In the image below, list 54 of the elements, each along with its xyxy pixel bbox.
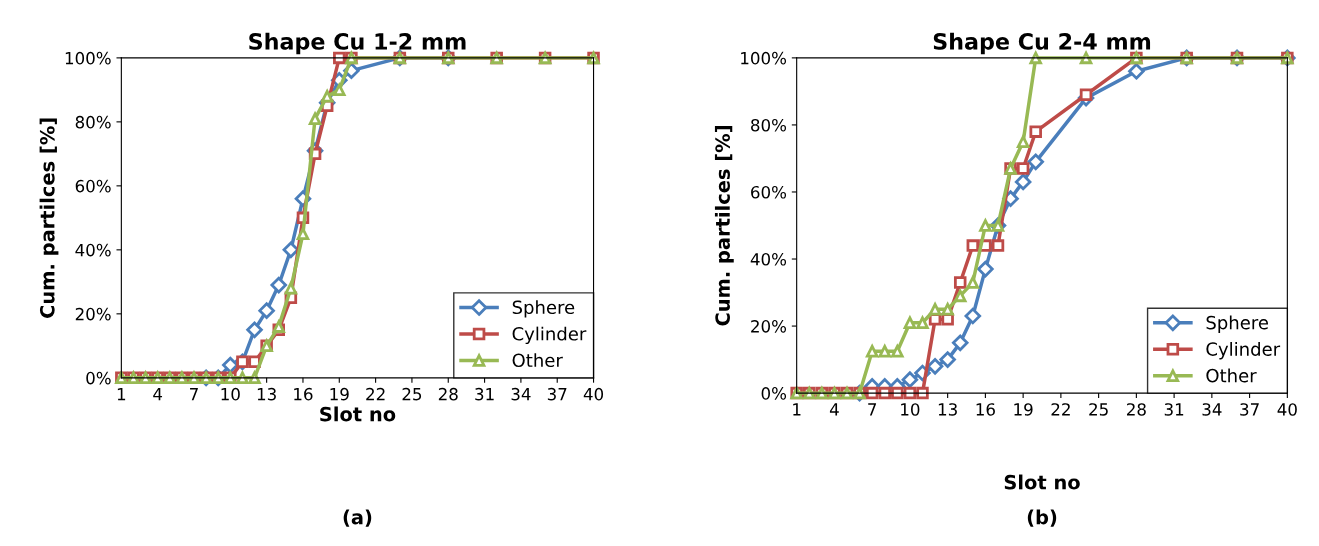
x-tick-label: 31 xyxy=(1164,403,1184,416)
y-axis-title: Cum. partilces [%] xyxy=(714,126,734,326)
legend-label: Cylinder xyxy=(512,326,587,345)
y-tick-label: 0% xyxy=(761,387,787,400)
y-tick-label: 60% xyxy=(75,179,111,193)
y-tick-label: 80% xyxy=(75,115,111,129)
x-tick-label: 10 xyxy=(901,403,920,416)
x-tick-label: 16 xyxy=(976,403,995,416)
y-tick-label: 20% xyxy=(75,307,111,321)
x-tick-label: 25 xyxy=(1089,403,1108,416)
x-tick-label: 13 xyxy=(938,403,957,416)
legend-label: Other xyxy=(512,353,563,368)
y-tick-label: 40% xyxy=(75,243,111,257)
x-tick-label: 34 xyxy=(1202,403,1222,416)
chart-title: Shape Cu 1-2 mm xyxy=(249,32,466,55)
x-tick-label: 40 xyxy=(1277,403,1297,416)
x-tick-label: 7 xyxy=(868,403,877,416)
x-axis-title: Slot no xyxy=(320,406,396,422)
y-tick-label: 80% xyxy=(751,118,787,132)
x-tick-label: 22 xyxy=(366,387,385,401)
x-tick-label: 16 xyxy=(294,387,313,401)
y-tick-label: 40% xyxy=(750,252,787,266)
chart-title: Shape Cu 2-4 mm xyxy=(933,32,1151,55)
x-tick-label: 31 xyxy=(475,387,494,401)
x-tick-label: 1 xyxy=(117,388,126,401)
legend-label: Sphere xyxy=(512,300,575,318)
x-tick-label: 19 xyxy=(330,387,349,401)
x-tick-label: 40 xyxy=(583,387,604,401)
x-tick-label: 28 xyxy=(1126,403,1146,416)
y-tick-label: 100% xyxy=(741,51,787,65)
x-tick-label: 4 xyxy=(829,403,839,416)
y-axis-title: Cum. partilces [%] xyxy=(39,118,59,318)
x-tick-label: 34 xyxy=(511,387,531,401)
legend-label: Cylinder xyxy=(1206,341,1281,360)
x-tick-label: 37 xyxy=(1240,403,1259,416)
y-tick-label: 20% xyxy=(751,320,787,333)
x-tick-label: 10 xyxy=(221,387,240,401)
text: (a) xyxy=(343,509,372,527)
x-tick-label: 7 xyxy=(190,388,198,401)
y-tick-label: 100% xyxy=(65,51,111,65)
x-tick-label: 28 xyxy=(438,387,458,401)
x-axis-title: Slot no xyxy=(1004,474,1080,490)
y-tick-label: 60% xyxy=(751,185,787,199)
x-tick-label: 25 xyxy=(402,387,422,401)
text: (b) xyxy=(1027,509,1057,527)
x-tick-label: 37 xyxy=(547,387,567,401)
legend-label: Other xyxy=(1206,368,1257,383)
legend-label: Sphere xyxy=(1206,315,1268,333)
y-tick-label: 0% xyxy=(86,371,111,385)
x-tick-label: 4 xyxy=(153,388,163,401)
x-tick-label: 13 xyxy=(257,387,276,401)
x-tick-label: 19 xyxy=(1014,403,1033,416)
x-tick-label: 1 xyxy=(793,403,801,416)
x-tick-label: 22 xyxy=(1051,403,1070,416)
